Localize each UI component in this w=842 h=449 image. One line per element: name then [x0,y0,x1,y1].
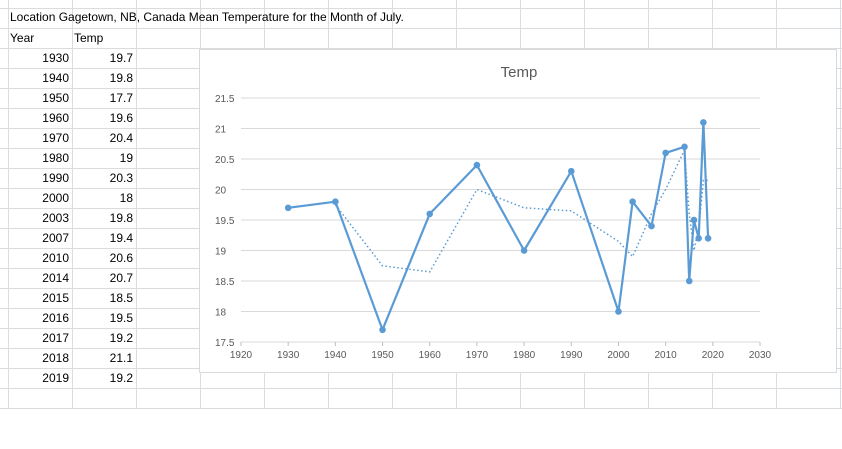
cell-temp[interactable]: 21.1 [109,351,133,365]
cell-temp[interactable]: 19.8 [109,211,133,225]
x-tick-label: 1970 [466,350,489,361]
cell-temp[interactable]: 19.8 [109,71,133,85]
cell-year[interactable]: 1930 [42,51,69,65]
cell-year[interactable]: 1970 [42,131,69,145]
x-tick-label: 1960 [419,350,442,361]
data-point[interactable] [690,216,698,224]
cell-temp[interactable]: 20.7 [109,271,133,285]
header-year[interactable]: Year [10,31,35,45]
x-tick-label: 1990 [560,350,583,361]
data-point[interactable] [695,235,702,242]
cell-temp[interactable]: 19.7 [109,51,133,65]
data-point[interactable] [662,149,669,157]
cell-temp[interactable]: 20.3 [109,171,133,185]
cell-year[interactable]: 2019 [42,371,69,385]
data-point[interactable] [426,210,434,218]
x-tick-label: 1930 [277,350,300,361]
cell-temp[interactable]: 19.5 [109,311,133,325]
x-tick-label: 2010 [655,350,678,361]
cell-year[interactable]: 2014 [42,271,69,285]
cell-year[interactable]: 1990 [42,171,69,185]
trendline-moving-average [334,147,709,273]
data-point[interactable] [379,326,386,334]
x-tick-label: 2000 [607,350,630,361]
data-point[interactable] [648,222,655,230]
chart[interactable]: Temp 17.5 18 18.5 19 19.5 20 20.5 21 21.5 1920 1930… [199,49,837,373]
cell-temp[interactable]: 20.4 [109,131,133,145]
cell-year[interactable]: 2003 [42,211,69,225]
data-point[interactable] [473,161,481,169]
data-point[interactable] [332,198,339,205]
cell-year[interactable]: 2010 [42,251,69,265]
data-point[interactable] [520,247,528,254]
x-tick-label: 1980 [513,350,536,361]
cell-temp[interactable]: 19.4 [109,231,133,245]
cell-temp[interactable]: 20.6 [109,251,133,265]
y-tick-label: 20 [215,186,227,197]
data-point[interactable] [681,143,688,151]
cell-temp[interactable]: 18.5 [109,291,133,305]
y-tick-label: 21.5 [215,94,235,105]
cell-year[interactable]: 2016 [42,311,69,325]
cell-temp[interactable]: 18 [119,191,133,205]
y-tick-label: 17.5 [215,338,235,349]
cell-temp[interactable]: 19.6 [109,111,133,125]
y-tick-label: 19.5 [215,216,235,227]
cell-year[interactable]: 2000 [42,191,69,205]
x-tick-label: 1920 [230,350,253,361]
cell-year[interactable]: 2015 [42,291,69,305]
cell-temp[interactable]: 19.2 [109,371,133,385]
cell-year[interactable]: 1980 [42,151,69,165]
data-point[interactable] [284,204,292,212]
x-tick-label: 2020 [702,350,725,361]
cell-year[interactable]: 1950 [42,91,69,105]
cell-year[interactable]: 1960 [42,111,69,125]
data-point[interactable] [615,308,622,315]
chart-title: Temp [501,64,538,81]
x-tick-label: 1950 [371,350,394,361]
cell-year[interactable]: 2007 [42,231,69,245]
cell-temp[interactable]: 17.7 [109,91,133,105]
cell-year[interactable]: 2017 [42,331,69,345]
x-tick-label: 2030 [749,350,772,361]
data-point[interactable] [629,198,636,205]
data-point[interactable] [704,235,712,242]
data-point[interactable] [567,167,575,175]
cell-year[interactable]: 1940 [42,71,69,85]
x-tick-label: 1940 [324,350,347,361]
cell-temp[interactable]: 19 [119,151,133,165]
cell-temp[interactable]: 19.2 [109,331,133,345]
data-point[interactable] [700,119,707,126]
data-point[interactable] [685,277,693,285]
header-temp[interactable]: Temp [74,31,104,45]
y-tick-label: 18.5 [215,277,235,288]
y-tick-label: 21 [215,125,227,136]
y-tick-label: 19 [215,247,227,258]
y-tick-label: 20.5 [215,155,235,166]
series-line[interactable] [288,121,710,331]
sheet-title[interactable]: Location Gagetown, NB, Canada Mean Tempe… [10,10,404,24]
y-tick-label: 18 [215,308,227,319]
chart-plot: Temp 17.5 18 18.5 19 19.5 20 20.5 21 21.5 1920 1930… [215,64,772,361]
cell-year[interactable]: 2018 [42,351,69,365]
